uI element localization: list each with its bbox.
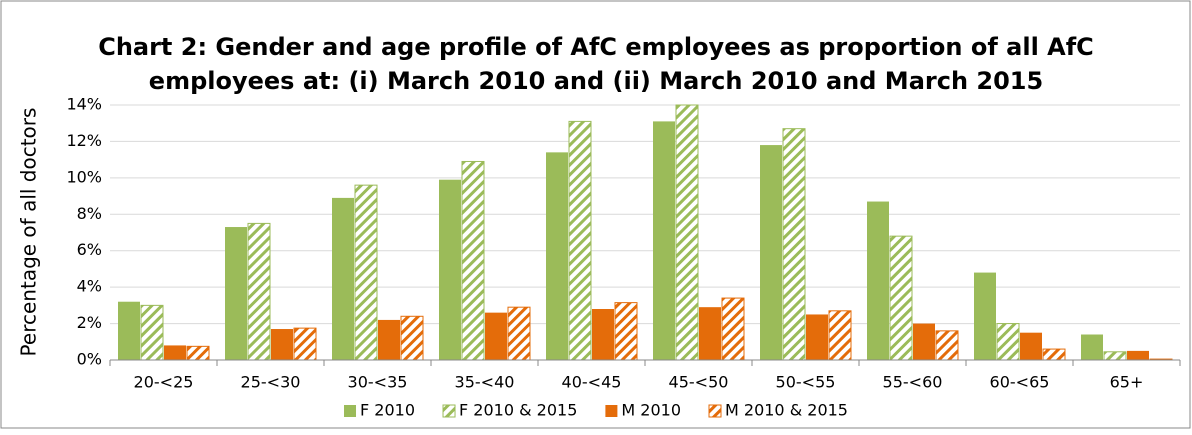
bar (485, 312, 507, 360)
bar (271, 329, 293, 360)
bar (225, 227, 247, 360)
bar (247, 222, 271, 361)
bar (332, 197, 354, 360)
bar (782, 128, 806, 361)
bar (354, 184, 378, 361)
bar (568, 120, 592, 361)
bar (592, 309, 614, 360)
legend-swatch (344, 405, 357, 417)
bar (935, 330, 959, 361)
legend-label: M 2010 & 2015 (725, 401, 848, 420)
bar (721, 297, 745, 361)
legend-label: M 2010 (621, 401, 681, 420)
bar (913, 323, 935, 360)
x-tick-label: 30-<35 (348, 373, 408, 392)
bar (378, 319, 400, 360)
y-tick-label: 8% (77, 204, 102, 223)
bar (996, 323, 1020, 361)
bar (828, 310, 852, 361)
bar (461, 160, 485, 361)
bar (1081, 334, 1103, 360)
y-tick-label: 2% (77, 313, 102, 332)
x-tick-label: 55-<60 (883, 373, 943, 392)
bar (974, 272, 996, 360)
bar (507, 306, 531, 361)
bar (164, 345, 186, 360)
bar (1042, 348, 1066, 361)
y-tick-label: 0% (77, 350, 102, 369)
x-tick-label: 25-<30 (241, 373, 301, 392)
y-tick-label: 4% (77, 277, 102, 296)
chart-title: employees at: (i) March 2010 and (ii) Ma… (149, 67, 1043, 95)
bar (653, 121, 675, 361)
bar (760, 145, 782, 360)
legend-swatch (605, 405, 618, 417)
bar (699, 307, 721, 360)
legend-label: F 2010 & 2015 (459, 401, 577, 420)
y-tick-label: 10% (66, 167, 102, 186)
bar (675, 104, 699, 361)
x-tick-label: 40-<45 (562, 373, 622, 392)
y-axis-label: Percentage of all doctors (17, 108, 41, 357)
bar (118, 301, 140, 360)
x-tick-label: 20-<25 (134, 373, 194, 392)
x-tick-label: 45-<50 (669, 373, 729, 392)
bar (186, 345, 210, 361)
bar (614, 302, 638, 361)
bar (1127, 350, 1149, 360)
chart-title: Chart 2: Gender and age profile of AfC e… (98, 33, 1094, 61)
legend-swatch (708, 404, 722, 418)
legend-label: F 2010 (360, 401, 415, 420)
y-tick-label: 12% (66, 131, 102, 150)
bar (439, 179, 461, 360)
bar (1103, 351, 1127, 361)
x-tick-label: 35-<40 (455, 373, 515, 392)
y-tick-label: 14% (66, 95, 102, 114)
x-tick-label: 60-<65 (990, 373, 1050, 392)
bar (806, 314, 828, 360)
bar (546, 152, 568, 360)
x-tick-label: 50-<55 (776, 373, 836, 392)
bar (889, 235, 913, 361)
bar (1020, 332, 1042, 360)
x-tick-label: 65+ (1110, 373, 1144, 392)
y-tick-label: 6% (77, 240, 102, 259)
bar (140, 304, 164, 361)
bar (867, 201, 889, 360)
legend-swatch (442, 404, 456, 418)
bar (400, 315, 424, 361)
bar (293, 327, 317, 361)
